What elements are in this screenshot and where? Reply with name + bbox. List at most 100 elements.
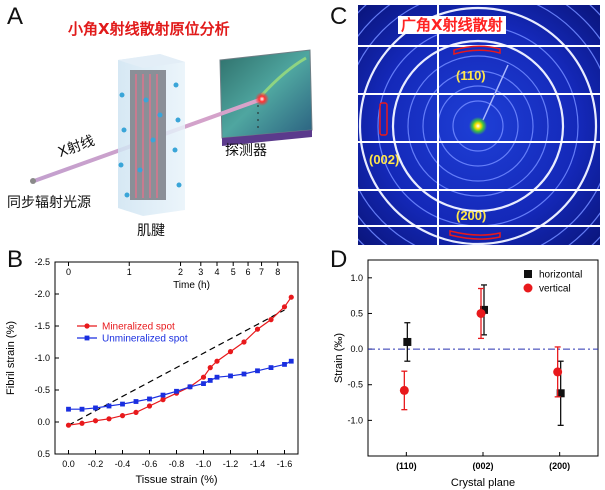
panel-letter-b: B [7,246,24,273]
data-point-mineralized [241,339,247,345]
data-point-unmineralized [282,362,287,367]
y-tick-label: 0.0 [37,417,50,427]
y-axis-label: Fibril strain (%) [5,321,17,395]
data-point-mineralized [207,365,213,371]
waxs-pattern [358,5,600,245]
data-point-unmineralized [288,358,294,364]
x-tick-label: -1.6 [277,459,293,469]
data-point-mineralized [146,403,153,409]
x-tick-label: 0.0 [62,459,75,469]
legend-marker [524,270,532,278]
peak-label-002: (002) [369,152,400,167]
y-tick-label: 0.0 [350,344,363,354]
data-point-horizontal [403,337,412,346]
legend-label: vertical [539,284,571,295]
legend-label: Unmineralized spot [102,334,188,345]
x-tick-label: (002) [472,461,493,471]
top-tick-label: 6 [246,267,251,277]
data-point-mineralized [254,326,261,332]
legend-marker [84,335,90,341]
top-tick-label: 4 [214,267,219,277]
data-point-vertical [553,367,563,377]
data-point-mineralized [106,416,112,422]
data-point-unmineralized [79,406,85,412]
data-point-unmineralized [93,405,98,411]
y-tick-label: 0.5 [350,308,363,318]
data-point-mineralized [214,358,220,364]
data-point-unmineralized [174,388,179,394]
tendon-label: 肌腱 [137,223,165,239]
data-point-mineralized [288,294,294,300]
data-point-unmineralized [207,378,213,383]
data-point-mineralized [119,413,126,419]
peak-label-200: (200) [456,208,487,223]
top-axis-label: Time (h) [173,280,210,291]
data-point-mineralized [160,397,166,403]
legend-label: Mineralized spot [102,322,175,333]
x-tick-label: -0.4 [115,459,131,469]
data-point-unmineralized [66,406,71,412]
data-point-mineralized [268,317,274,323]
data-point-unmineralized [147,396,152,402]
legend-label: horizontal [539,270,582,281]
x-axis-label: Tissue strain (%) [135,474,217,486]
saxs-title: 小角X射线散射原位分析 [68,20,230,38]
top-tick-label: 0 [66,267,71,277]
top-tick-label: 5 [231,267,236,277]
x-tick-label: -1.2 [223,459,239,469]
y-tick-label: 0.5 [37,449,50,459]
data-point-unmineralized [268,365,274,370]
data-point-unmineralized [201,381,206,386]
data-point-vertical [399,385,409,395]
top-tick-label: 2 [178,267,183,277]
y-tick-label: -2.5 [34,257,50,267]
top-tick-label: 7 [259,267,264,277]
peak-label-110: (110) [456,68,486,83]
top-tick-label: 8 [275,267,280,277]
x-tick-label: -0.8 [169,459,185,469]
top-tick-label: 1 [127,267,132,277]
y-tick-label: 1.0 [350,273,363,283]
data-point-mineralized [200,374,207,380]
data-point-unmineralized [160,392,166,398]
y-tick-label: -0.5 [347,380,363,390]
x-tick-label: (200) [549,461,570,471]
x-tick-label: -1.0 [196,459,212,469]
data-point-mineralized [133,409,139,415]
data-point-mineralized [281,304,288,310]
legend-marker [84,323,90,329]
data-point-unmineralized [228,373,233,379]
data-point-mineralized [65,422,72,428]
legend-marker [523,283,533,293]
x-tick-label: -0.2 [88,459,104,469]
y-tick-label: -2.0 [34,289,50,299]
panel-letter-c: C [330,3,348,30]
waxs-title: 广角X射线散射 [398,16,506,34]
data-point-horizontal [480,305,488,314]
panel-letter-d: D [330,246,348,273]
data-point-unmineralized [241,371,247,377]
data-point-vertical [476,308,486,318]
trend-line [68,309,285,426]
y-axis-label: Strain (‰) [333,333,345,383]
data-point-unmineralized [214,374,220,380]
data-point-unmineralized [187,384,193,390]
data-point-unmineralized [133,399,139,404]
x-tick-label: -0.6 [142,459,158,469]
y-tick-label: -1.5 [34,321,50,331]
source-label: 同步辐射光源 [7,195,91,211]
beam-spot-icon [255,92,269,106]
chart-b: 0.0 -0.2 -0.4 -0.6 -0.8 -1.0 -1.2 -1.4 -1.6 0.5 0.… [5,257,299,486]
data-point-mineralized [227,349,234,355]
y-tick-label: -1.0 [347,415,363,425]
synchrotron-source-icon [30,178,36,184]
data-point-unmineralized [255,368,260,374]
data-point-unmineralized [120,401,125,407]
saxs-schematic [30,49,313,216]
x-tick-label: (110) [396,461,417,471]
data-point-horizontal [556,389,565,398]
panel-letter-a: A [7,3,24,30]
data-point-mineralized [92,418,99,424]
data-point-unmineralized [106,403,112,409]
x-tick-label: -1.4 [250,459,266,469]
